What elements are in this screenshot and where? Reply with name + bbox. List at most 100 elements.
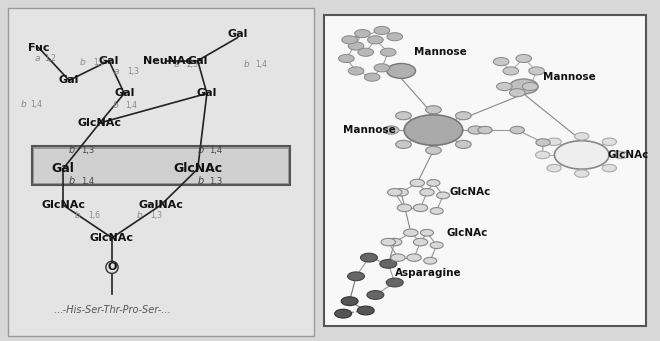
Circle shape <box>348 42 364 50</box>
Circle shape <box>367 291 384 299</box>
Text: b: b <box>69 145 75 154</box>
Text: Gal: Gal <box>51 162 75 175</box>
Circle shape <box>614 151 628 159</box>
Text: GlcNAc: GlcNAc <box>608 150 649 160</box>
Text: b: b <box>198 176 204 186</box>
Text: 1,3: 1,3 <box>209 177 222 186</box>
Circle shape <box>503 67 519 75</box>
Text: 1,3: 1,3 <box>93 58 105 68</box>
Text: b: b <box>20 100 26 108</box>
Circle shape <box>374 64 389 72</box>
Text: a: a <box>35 54 40 62</box>
Text: 1,3: 1,3 <box>150 211 162 220</box>
Circle shape <box>404 229 418 236</box>
Circle shape <box>516 55 531 62</box>
Text: …-His-Ser-Thr-Pro-Ser-…: …-His-Ser-Thr-Pro-Ser-… <box>53 305 171 315</box>
Circle shape <box>510 89 525 97</box>
Circle shape <box>387 63 416 78</box>
Circle shape <box>575 170 589 177</box>
Text: Gal: Gal <box>99 56 119 66</box>
Circle shape <box>455 112 471 120</box>
Text: GlcNAc: GlcNAc <box>446 228 488 238</box>
Circle shape <box>380 48 396 56</box>
Text: b: b <box>112 101 118 110</box>
Text: b: b <box>198 145 204 154</box>
Circle shape <box>424 257 437 264</box>
Circle shape <box>420 229 434 236</box>
Circle shape <box>430 208 443 214</box>
FancyBboxPatch shape <box>324 15 646 326</box>
Text: b: b <box>75 211 81 220</box>
Circle shape <box>348 67 364 75</box>
Text: a: a <box>173 60 179 70</box>
Text: NeuNAc: NeuNAc <box>143 56 191 66</box>
Text: 1,3: 1,3 <box>127 67 139 76</box>
Text: b: b <box>80 58 85 68</box>
Circle shape <box>364 73 380 81</box>
Text: Mannose: Mannose <box>414 47 467 57</box>
Circle shape <box>510 126 525 134</box>
Circle shape <box>397 204 412 211</box>
Circle shape <box>404 115 463 145</box>
Text: Gal: Gal <box>197 88 217 99</box>
Text: 1,4: 1,4 <box>209 146 222 154</box>
Text: O: O <box>108 262 117 272</box>
Text: GlcNAc: GlcNAc <box>90 233 134 243</box>
Circle shape <box>602 138 616 146</box>
Circle shape <box>420 189 434 196</box>
Text: Gal: Gal <box>114 88 135 99</box>
Text: a: a <box>114 67 119 76</box>
Circle shape <box>341 297 358 306</box>
Text: 1,6: 1,6 <box>88 211 100 220</box>
Circle shape <box>368 36 383 44</box>
Circle shape <box>394 189 409 196</box>
Text: b: b <box>69 176 75 186</box>
Circle shape <box>335 309 352 318</box>
Text: b: b <box>137 211 143 220</box>
Text: Asparagine: Asparagine <box>395 268 461 278</box>
Circle shape <box>396 140 411 148</box>
Circle shape <box>386 278 403 287</box>
Circle shape <box>381 238 395 246</box>
FancyBboxPatch shape <box>34 149 288 183</box>
Circle shape <box>387 189 402 196</box>
Circle shape <box>379 260 397 268</box>
Text: GlcNAc: GlcNAc <box>173 162 222 175</box>
Circle shape <box>426 146 442 154</box>
Text: Mannose: Mannose <box>343 125 396 135</box>
Circle shape <box>536 139 550 146</box>
Text: b: b <box>244 60 249 69</box>
Circle shape <box>354 30 370 38</box>
Text: GlcNAc: GlcNAc <box>78 118 121 128</box>
Circle shape <box>396 112 411 120</box>
Circle shape <box>339 55 354 62</box>
Circle shape <box>387 33 403 41</box>
Circle shape <box>391 254 405 261</box>
Circle shape <box>455 140 471 148</box>
Circle shape <box>357 306 374 315</box>
Circle shape <box>547 164 561 172</box>
Circle shape <box>535 151 550 159</box>
Text: Fuc: Fuc <box>28 43 50 53</box>
Circle shape <box>602 164 616 172</box>
Circle shape <box>575 133 589 140</box>
Circle shape <box>410 179 424 187</box>
Circle shape <box>427 180 440 186</box>
Circle shape <box>358 48 374 56</box>
Text: 1,2: 1,2 <box>45 54 57 62</box>
Circle shape <box>468 126 484 134</box>
Circle shape <box>387 238 402 246</box>
Circle shape <box>413 238 428 246</box>
Circle shape <box>493 58 509 66</box>
Text: 1,4: 1,4 <box>255 60 267 69</box>
Circle shape <box>360 253 378 262</box>
Circle shape <box>413 204 428 211</box>
Circle shape <box>510 79 538 94</box>
Text: GlcNAc: GlcNAc <box>41 200 85 210</box>
Circle shape <box>496 83 512 91</box>
Text: Gal: Gal <box>187 56 208 66</box>
Circle shape <box>547 138 561 146</box>
Text: Gal: Gal <box>59 75 79 85</box>
Text: 1,4: 1,4 <box>125 101 137 110</box>
Circle shape <box>436 192 449 199</box>
